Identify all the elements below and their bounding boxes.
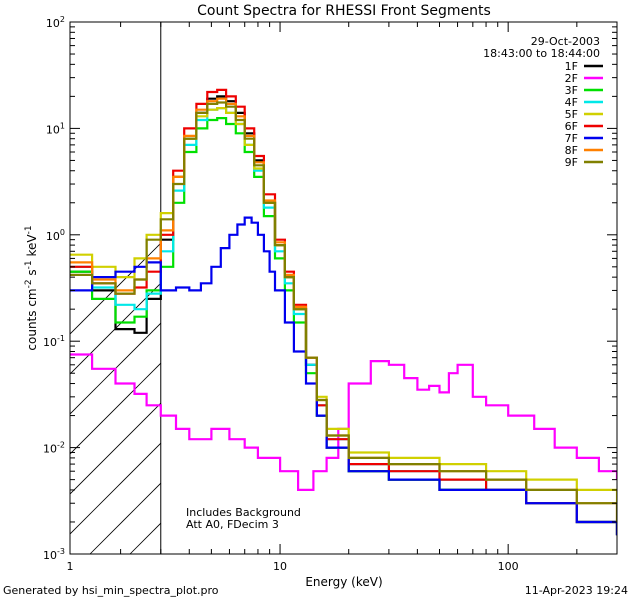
legend-label-4F: 4F <box>565 96 578 109</box>
y-axis-label-mid2: keV <box>25 234 39 261</box>
footer-generator: Generated by hsi_min_spectra_plot.pro <box>3 584 219 597</box>
series-group <box>70 88 617 536</box>
y-axis-label-main: counts cm <box>25 288 39 350</box>
y-tick-label: 100 <box>46 228 65 243</box>
x-axis-label: Energy (keV) <box>305 575 382 589</box>
x-tick-label: 100 <box>498 560 519 573</box>
series-4F <box>70 107 617 536</box>
x-axis: 1 10 100 <box>67 22 618 573</box>
y-tick-label: 10-1 <box>43 334 65 349</box>
series-6F <box>70 88 617 536</box>
x-tick-label: 10 <box>273 560 287 573</box>
hatch-line <box>70 242 161 335</box>
observation-date: 29-Oct-2003 <box>531 35 600 48</box>
hatch-line <box>70 402 161 495</box>
legend-label-9F: 9F <box>565 156 578 169</box>
y-tick-label: 101 <box>46 121 65 136</box>
y-axis-label-sup2: -1 <box>24 260 34 269</box>
annotation-background: Includes Background <box>186 506 301 519</box>
series-2F <box>70 353 617 491</box>
y-tick-label: 10-2 <box>43 441 65 456</box>
time-range: 18:43:00 to 18:44:00 <box>483 47 600 60</box>
hatch-line <box>70 442 161 535</box>
y-tick-label: 102 <box>46 15 65 30</box>
legend-label-8F: 8F <box>565 144 578 157</box>
series-1F <box>70 95 617 536</box>
y-tick-label: 10-3 <box>43 547 65 562</box>
hatched-region <box>70 242 161 554</box>
y-axis-label-sup1: -2 <box>24 279 34 288</box>
y-axis-label: counts cm-2 s-1 keV-1 <box>24 225 39 350</box>
legend-label-3F: 3F <box>565 84 578 97</box>
chart-title: Count Spectra for RHESSI Front Segments <box>197 3 491 19</box>
legend-label-5F: 5F <box>565 108 578 121</box>
series-5F <box>70 107 617 504</box>
footer-timestamp: 11-Apr-2023 19:24 <box>525 584 628 597</box>
y-axis-label-mid1: s <box>25 269 39 279</box>
legend-label-7F: 7F <box>565 132 578 145</box>
series-7F <box>70 216 617 536</box>
series-3F <box>70 117 617 536</box>
x-tick-label: 1 <box>67 560 74 573</box>
legend-label-2F: 2F <box>565 72 578 85</box>
series-8F <box>70 97 617 522</box>
series-9F <box>70 101 617 522</box>
plot-frame <box>69 21 618 555</box>
y-axis: 10-3 10-2 10-1 100 101 102 <box>43 15 617 562</box>
y-axis-label-sup3: -1 <box>24 225 34 234</box>
legend-label-6F: 6F <box>565 120 578 133</box>
hatch-line <box>70 282 161 375</box>
legend-label-1F: 1F <box>565 60 578 73</box>
annotation-attenuator: Att A0, FDecim 3 <box>186 518 279 531</box>
